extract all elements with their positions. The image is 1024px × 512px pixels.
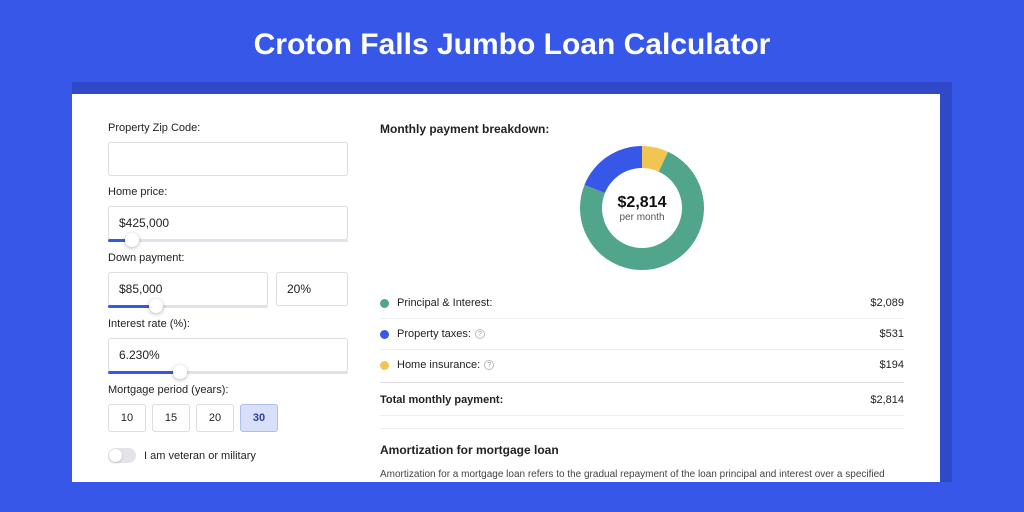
price-field-group: Home price: bbox=[108, 186, 348, 242]
zip-input[interactable] bbox=[108, 142, 348, 176]
period-btn-15[interactable]: 15 bbox=[152, 404, 190, 432]
period-field-group: Mortgage period (years): 10 15 20 30 bbox=[108, 384, 348, 432]
amortization-block: Amortization for mortgage loan Amortizat… bbox=[380, 428, 904, 482]
down-label: Down payment: bbox=[108, 252, 348, 264]
legend-value: $2,089 bbox=[870, 297, 904, 309]
amortization-text: Amortization for a mortgage loan refers … bbox=[380, 467, 904, 482]
down-slider-thumb[interactable] bbox=[149, 299, 163, 313]
rate-field-group: Interest rate (%): bbox=[108, 318, 348, 374]
veteran-row: I am veteran or military bbox=[108, 448, 348, 463]
rate-label: Interest rate (%): bbox=[108, 318, 348, 330]
legend-dot bbox=[380, 361, 389, 370]
info-icon[interactable]: ? bbox=[475, 329, 485, 339]
zip-field-group: Property Zip Code: bbox=[108, 122, 348, 176]
period-btn-30[interactable]: 30 bbox=[240, 404, 278, 432]
calculator-card: Property Zip Code: Home price: Down paym… bbox=[72, 94, 940, 482]
legend-row: Property taxes:?$531 bbox=[380, 319, 904, 350]
rate-slider-thumb[interactable] bbox=[173, 365, 187, 379]
period-label: Mortgage period (years): bbox=[108, 384, 348, 396]
down-percent-input[interactable] bbox=[276, 272, 348, 306]
toggle-knob bbox=[109, 449, 122, 462]
price-slider[interactable] bbox=[108, 239, 348, 242]
results-column: Monthly payment breakdown: $2,814 per mo… bbox=[380, 122, 904, 482]
legend-value: $194 bbox=[880, 359, 904, 371]
legend-row: Principal & Interest:$2,089 bbox=[380, 288, 904, 319]
down-field-group: Down payment: bbox=[108, 252, 348, 308]
rate-input[interactable] bbox=[108, 338, 348, 372]
veteran-toggle[interactable] bbox=[108, 448, 136, 463]
zip-label: Property Zip Code: bbox=[108, 122, 348, 134]
total-row: Total monthly payment: $2,814 bbox=[380, 382, 904, 416]
info-icon[interactable]: ? bbox=[484, 360, 494, 370]
rate-slider[interactable] bbox=[108, 371, 348, 374]
legend-dot bbox=[380, 330, 389, 339]
legend-label: Property taxes:? bbox=[397, 328, 880, 340]
down-amount-input[interactable] bbox=[108, 272, 268, 306]
donut-amount: $2,814 bbox=[618, 194, 667, 212]
legend-dot bbox=[380, 299, 389, 308]
legend-value: $531 bbox=[880, 328, 904, 340]
amortization-title: Amortization for mortgage loan bbox=[380, 443, 904, 457]
legend-label: Home insurance:? bbox=[397, 359, 880, 371]
card-shadow: Property Zip Code: Home price: Down paym… bbox=[72, 82, 952, 482]
total-label: Total monthly payment: bbox=[380, 394, 870, 406]
breakdown-title: Monthly payment breakdown: bbox=[380, 122, 904, 136]
legend-row: Home insurance:?$194 bbox=[380, 350, 904, 380]
form-column: Property Zip Code: Home price: Down paym… bbox=[108, 122, 348, 482]
legend-label: Principal & Interest: bbox=[397, 297, 870, 309]
period-btn-10[interactable]: 10 bbox=[108, 404, 146, 432]
veteran-label: I am veteran or military bbox=[144, 450, 256, 462]
period-options: 10 15 20 30 bbox=[108, 404, 348, 432]
price-input[interactable] bbox=[108, 206, 348, 240]
donut-chart: $2,814 per month bbox=[580, 146, 704, 270]
price-label: Home price: bbox=[108, 186, 348, 198]
donut-center: $2,814 per month bbox=[580, 146, 704, 270]
total-value: $2,814 bbox=[870, 394, 904, 406]
donut-chart-wrap: $2,814 per month bbox=[380, 146, 904, 270]
down-slider[interactable] bbox=[108, 305, 268, 308]
donut-sub: per month bbox=[619, 212, 664, 223]
page-title: Croton Falls Jumbo Loan Calculator bbox=[0, 0, 1024, 82]
price-slider-thumb[interactable] bbox=[125, 233, 139, 247]
period-btn-20[interactable]: 20 bbox=[196, 404, 234, 432]
